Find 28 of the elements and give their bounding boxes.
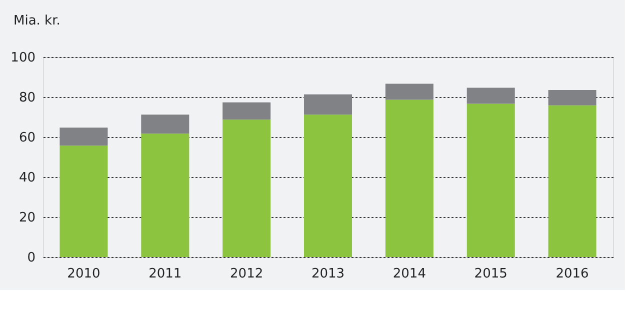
bar — [466, 88, 515, 104]
x-tick-label: 2014 — [392, 266, 426, 282]
x-tick-label: 2012 — [230, 266, 264, 282]
bar — [141, 134, 190, 257]
y-tick-label: 100 — [10, 50, 36, 66]
bar — [222, 120, 271, 257]
bar — [548, 105, 596, 257]
bar — [548, 90, 596, 106]
x-tick-label: 2010 — [67, 266, 100, 282]
y-tick-label: 20 — [18, 210, 36, 226]
y-tick-label: 0 — [27, 250, 36, 266]
bar — [385, 84, 434, 100]
bar — [60, 128, 108, 146]
bar — [141, 114, 190, 134]
x-tick-label: 2016 — [556, 266, 589, 282]
bar — [304, 114, 352, 257]
bar — [385, 100, 434, 257]
bar — [304, 94, 352, 115]
bar — [60, 146, 108, 257]
x-tick-label: 2013 — [311, 266, 345, 282]
y-axis-title: Mia. kr. — [14, 14, 60, 28]
y-tick-label: 60 — [18, 130, 36, 146]
x-tick-label: 2011 — [148, 266, 182, 282]
y-tick-label: 80 — [18, 90, 36, 106]
bar — [222, 102, 271, 120]
x-tick-label: 2015 — [474, 266, 508, 282]
y-tick-label: 40 — [18, 170, 36, 186]
bar — [466, 104, 515, 257]
